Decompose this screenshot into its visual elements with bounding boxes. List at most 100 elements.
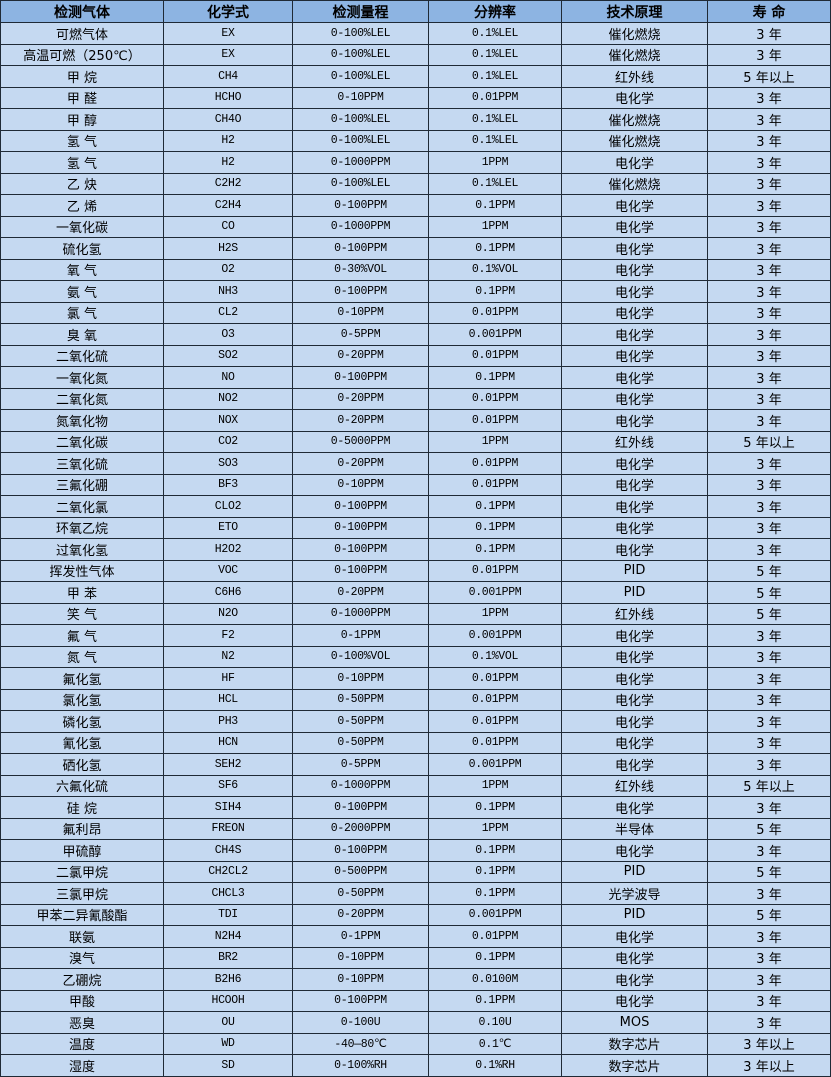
cell-range: 0-100U (292, 1011, 429, 1034)
cell-principle: 电化学 (561, 968, 708, 991)
cell-formula: NO2 (163, 387, 293, 410)
cell-lifetime: 3 年 (707, 387, 831, 410)
cell-gas: 氯 气 (0, 301, 164, 324)
cell-formula: NO (163, 366, 293, 389)
table-row: 乙 烯 C2H4 0-100PPM 0.1PPM 电化学 3 年 (0, 194, 831, 217)
cell-gas: 三氯甲烷 (0, 882, 164, 905)
cell-resolution: 0.01PPM (428, 409, 562, 432)
cell-range: 0-100PPM (292, 559, 429, 582)
table-row: 氟利昂 FREON 0-2000PPM 1PPM 半导体 5 年 (0, 817, 831, 840)
cell-range: 0-100%LEL (292, 43, 429, 66)
cell-principle: 半导体 (561, 817, 708, 840)
cell-gas: 甲硫醇 (0, 839, 164, 862)
cell-resolution: 0.01PPM (428, 452, 562, 475)
cell-range: 0-50PPM (292, 688, 429, 711)
cell-formula: N2 (163, 645, 293, 668)
cell-gas: 二氧化硫 (0, 344, 164, 367)
cell-formula: O2 (163, 258, 293, 281)
cell-principle: 电化学 (561, 473, 708, 496)
cell-formula: H2O2 (163, 538, 293, 561)
cell-gas: 氮 气 (0, 645, 164, 668)
cell-gas: 湿度 (0, 1054, 164, 1077)
table-row: 氢 气 H2 0-1000PPM 1PPM 电化学 3 年 (0, 151, 831, 174)
cell-range: 0-1000PPM (292, 151, 429, 174)
cell-principle: 电化学 (561, 215, 708, 238)
cell-range: 0-20PPM (292, 903, 429, 926)
cell-formula: SO2 (163, 344, 293, 367)
cell-principle: 催化燃烧 (561, 129, 708, 152)
cell-gas: 乙 烯 (0, 194, 164, 217)
cell-resolution: 0.1%LEL (428, 65, 562, 88)
cell-resolution: 0.10U (428, 1011, 562, 1034)
cell-gas: 硫化氢 (0, 237, 164, 260)
cell-gas: 磷化氢 (0, 710, 164, 733)
cell-gas: 二氧化氮 (0, 387, 164, 410)
cell-resolution: 0.1PPM (428, 237, 562, 260)
table-row: 甲酸 HCOOH 0-100PPM 0.1PPM 电化学 3 年 (0, 989, 831, 1012)
cell-gas: 二氯甲烷 (0, 860, 164, 883)
table-row: 甲 醇 CH4O 0-100%LEL 0.1%LEL 催化燃烧 3 年 (0, 108, 831, 131)
cell-resolution: 1PPM (428, 774, 562, 797)
table-row: 二氧化硫 SO2 0-20PPM 0.01PPM 电化学 3 年 (0, 344, 831, 367)
cell-lifetime: 5 年 (707, 903, 831, 926)
cell-lifetime: 3 年 (707, 194, 831, 217)
cell-range: 0-100%LEL (292, 65, 429, 88)
cell-range: 0-10PPM (292, 473, 429, 496)
cell-gas: 氟利昂 (0, 817, 164, 840)
cell-gas: 温度 (0, 1032, 164, 1055)
cell-formula: HCHO (163, 86, 293, 109)
table-row: 过氧化氢 H2O2 0-100PPM 0.1PPM 电化学 3 年 (0, 538, 831, 561)
cell-resolution: 0.1%RH (428, 1054, 562, 1077)
cell-lifetime: 3 年 (707, 473, 831, 496)
cell-range: 0-1000PPM (292, 215, 429, 238)
cell-resolution: 0.1%LEL (428, 172, 562, 195)
header-resolution: 分辨率 (428, 0, 562, 23)
cell-gas: 二氧化氯 (0, 495, 164, 518)
cell-lifetime: 3 年 (707, 495, 831, 518)
cell-range: -40—80℃ (292, 1032, 429, 1055)
cell-gas: 二氧化碳 (0, 430, 164, 453)
cell-principle: 电化学 (561, 280, 708, 303)
cell-gas: 甲 醇 (0, 108, 164, 131)
cell-lifetime: 3 年 (707, 688, 831, 711)
cell-range: 0-500PPM (292, 860, 429, 883)
cell-formula: CL2 (163, 301, 293, 324)
header-gas: 检测气体 (0, 0, 164, 23)
cell-principle: 电化学 (561, 387, 708, 410)
cell-formula: C2H4 (163, 194, 293, 217)
cell-lifetime: 3 年 (707, 22, 831, 45)
cell-gas: 乙 炔 (0, 172, 164, 195)
cell-principle: 电化学 (561, 452, 708, 475)
cell-range: 0-30%VOL (292, 258, 429, 281)
cell-principle: 电化学 (561, 323, 708, 346)
cell-range: 0-1000PPM (292, 602, 429, 625)
cell-range: 0-20PPM (292, 409, 429, 432)
cell-principle: 电化学 (561, 624, 708, 647)
cell-gas: 三氧化硫 (0, 452, 164, 475)
table-row: 臭 氧 O3 0-5PPM 0.001PPM 电化学 3 年 (0, 323, 831, 346)
cell-gas: 氯化氢 (0, 688, 164, 711)
table-row: 氯 气 CL2 0-10PPM 0.01PPM 电化学 3 年 (0, 301, 831, 324)
cell-range: 0-1PPM (292, 925, 429, 948)
cell-principle: 电化学 (561, 344, 708, 367)
cell-formula: PH3 (163, 710, 293, 733)
table-row: 氯化氢 HCL 0-50PPM 0.01PPM 电化学 3 年 (0, 688, 831, 711)
cell-lifetime: 3 年 (707, 301, 831, 324)
cell-resolution: 1PPM (428, 602, 562, 625)
cell-formula: SD (163, 1054, 293, 1077)
cell-principle: 红外线 (561, 602, 708, 625)
cell-lifetime: 3 年 (707, 151, 831, 174)
cell-formula: CLO2 (163, 495, 293, 518)
cell-range: 0-100%LEL (292, 22, 429, 45)
cell-formula: CH4 (163, 65, 293, 88)
cell-gas: 六氟化硫 (0, 774, 164, 797)
cell-range: 0-5000PPM (292, 430, 429, 453)
cell-lifetime: 3 年 (707, 796, 831, 819)
cell-formula: H2 (163, 151, 293, 174)
cell-resolution: 0.1PPM (428, 538, 562, 561)
cell-formula: N2H4 (163, 925, 293, 948)
cell-principle: 电化学 (561, 753, 708, 776)
table-row: 温度 WD -40—80℃ 0.1℃ 数字芯片 3 年以上 (0, 1032, 831, 1055)
cell-resolution: 1PPM (428, 430, 562, 453)
cell-principle: 光学波导 (561, 882, 708, 905)
